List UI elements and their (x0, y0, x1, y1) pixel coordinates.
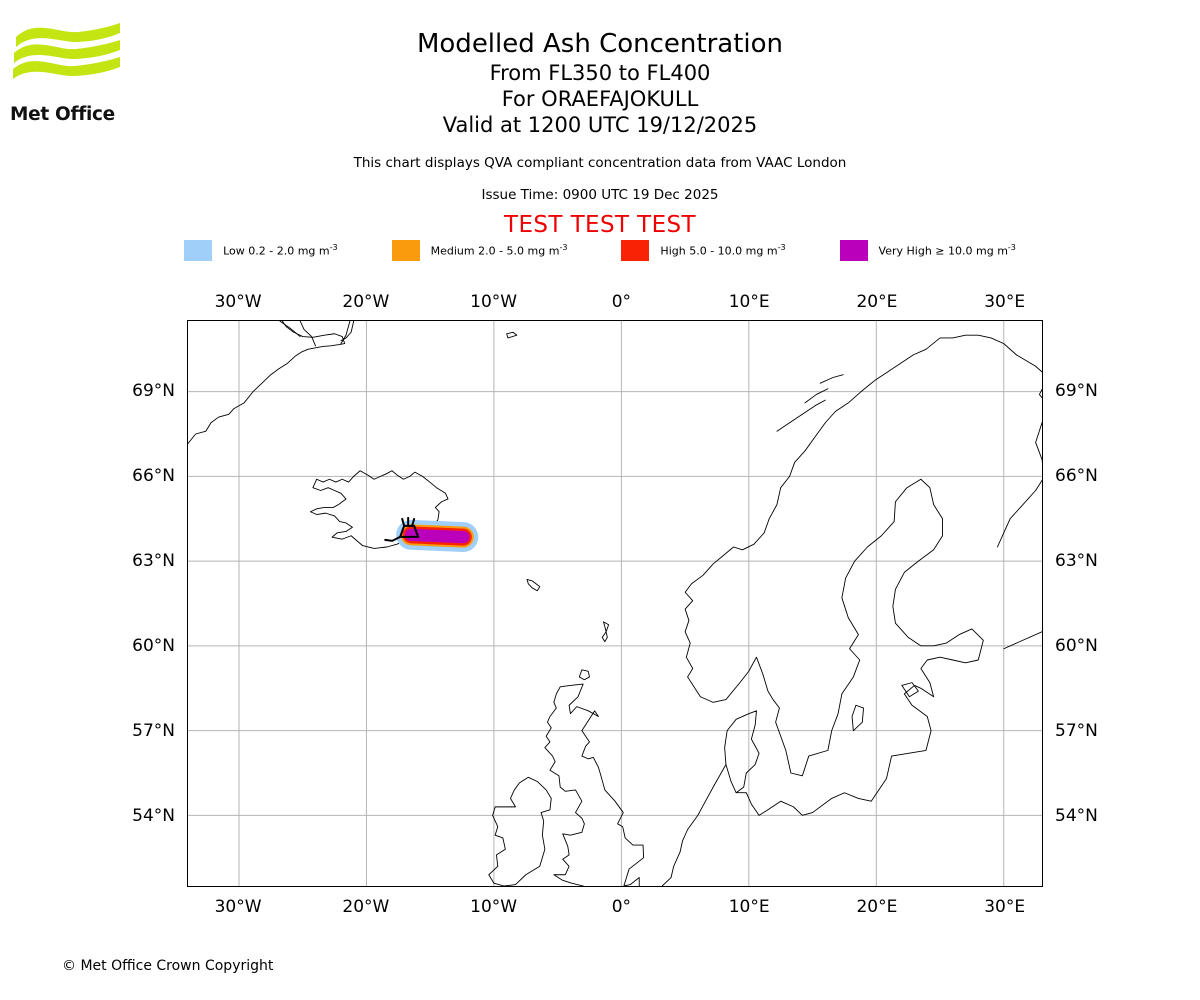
logo-wordmark: Met Office (10, 104, 115, 125)
page-title: Modelled Ash Concentration (416, 29, 784, 59)
x-axis-tick-bottom--10: 10°W (470, 897, 518, 917)
coastlines (188, 321, 1042, 886)
coastline-segment-11 (488, 776, 552, 886)
x-axis-tick-top--20: 20°W (342, 292, 390, 312)
x-axis-tick-top--10: 10°W (470, 292, 518, 312)
y-axis-tick-right-60: 60°N (1055, 636, 1098, 657)
y-axis-tick-right-69: 69°N (1055, 380, 1098, 401)
coastline-segment-20 (661, 764, 727, 886)
test-stamp: TEST TEST TEST (504, 212, 696, 238)
y-axis-tick-right-54: 54°N (1055, 806, 1098, 827)
y-axis-tick-right-57: 57°N (1055, 721, 1098, 742)
x-axis-tick-bottom-20: 20°E (856, 897, 898, 917)
x-axis-tick-top-30: 30°E (984, 292, 1026, 312)
legend-label-high: High 5.0 - 10.0 mg m-3 (660, 243, 786, 258)
valid-time-subtitle: Valid at 1200 UTC 19/12/2025 (442, 113, 758, 137)
coastline-segment-0 (188, 321, 346, 445)
legend-item-high: High 5.0 - 10.0 mg m-3 (621, 240, 786, 261)
flight-level-subtitle: From FL350 to FL400 (489, 61, 711, 85)
plume-band-very-high (404, 528, 470, 544)
coastline-segment-17 (851, 704, 864, 732)
legend-swatch-low (184, 240, 213, 261)
x-axis-tick-top--30: 30°W (214, 292, 262, 312)
legend-item-very-high: Very High ≥ 10.0 mg m-3 (839, 240, 1016, 261)
x-axis-tick-top-20: 20°E (856, 292, 898, 312)
coastline-segment-16 (687, 478, 984, 816)
x-axis-tick-bottom-30: 30°E (984, 897, 1026, 917)
met-office-logo: Met Office (10, 20, 122, 125)
coastline-segment-10 (544, 683, 645, 886)
coastline-segment-7 (506, 331, 518, 339)
legend-item-low: Low 0.2 - 2.0 mg m-3 (184, 240, 338, 261)
coastline-segment-18 (996, 354, 1042, 548)
coastline-segment-6 (526, 579, 541, 592)
map-frame (187, 320, 1043, 887)
x-axis-tick-top-10: 10°E (728, 292, 770, 312)
map-canvas (188, 321, 1042, 886)
ash-plume (396, 519, 479, 553)
x-axis-tick-bottom--30: 30°W (214, 897, 262, 917)
y-axis-tick-right-66: 66°N (1055, 465, 1098, 486)
legend-label-medium: Medium 2.0 - 5.0 mg m-3 (430, 243, 568, 258)
legend-item-medium: Medium 2.0 - 5.0 mg m-3 (391, 240, 568, 261)
x-axis-tick-bottom--20: 20°W (342, 897, 390, 917)
concentration-legend: Low 0.2 - 2.0 mg m-3 Medium 2.0 - 5.0 mg … (0, 240, 1200, 261)
coastline-segment-4 (340, 321, 355, 342)
coastline-segment-8 (601, 621, 610, 643)
graticule-gridlines (188, 321, 1042, 886)
qva-note: This chart displays QVA compliant concen… (353, 155, 847, 171)
title-block: Modelled Ash Concentration From FL350 to… (0, 0, 1200, 238)
y-axis-tick-left-66: 66°N (132, 465, 175, 486)
coastline-segment-14 (804, 388, 829, 404)
map-container: 30°W 30°W 20°W 20°W 10°W 10°W 0° 0° 10°E 10°E 20°E… (132, 292, 1098, 917)
issue-time: Issue Time: 0900 UTC 19 Dec 2025 (481, 187, 719, 203)
legend-label-low: Low 0.2 - 2.0 mg m-3 (223, 243, 338, 258)
met-office-waves-icon (13, 23, 120, 79)
legend-swatch-medium (391, 240, 420, 261)
coastline-segment-2 (299, 321, 316, 347)
volcano-marker-icon (384, 516, 420, 542)
coastline-segment-12 (684, 334, 1017, 678)
legend-label-very-high: Very High ≥ 10.0 mg m-3 (878, 243, 1016, 258)
coastline-segment-3 (340, 321, 351, 345)
x-axis-tick-bottom-0: 0° (611, 897, 632, 917)
coastline-segment-15 (819, 374, 844, 384)
y-axis-tick-left-54: 54°N (132, 806, 175, 827)
y-axis-tick-left-57: 57°N (132, 721, 175, 742)
x-axis-tick-top-0: 0° (611, 292, 632, 312)
copyright-footer: © Met Office Crown Copyright (62, 958, 274, 974)
legend-swatch-very-high (839, 240, 868, 261)
volcano-subtitle: For ORAEFAJOKULL (501, 87, 699, 111)
coastline-segment-19 (1003, 631, 1042, 650)
coastline-segment-13 (776, 399, 826, 432)
y-axis-tick-left-69: 69°N (132, 380, 175, 401)
y-axis-tick-left-63: 63°N (132, 550, 175, 571)
y-axis-tick-left-60: 60°N (132, 636, 175, 657)
legend-swatch-high (621, 240, 650, 261)
coastline-segment-21 (901, 682, 919, 698)
x-axis-tick-bottom-10: 10°E (728, 897, 770, 917)
coastline-segment-9 (578, 669, 590, 681)
y-axis-tick-right-63: 63°N (1055, 550, 1098, 571)
coastline-segment-1 (279, 321, 301, 337)
